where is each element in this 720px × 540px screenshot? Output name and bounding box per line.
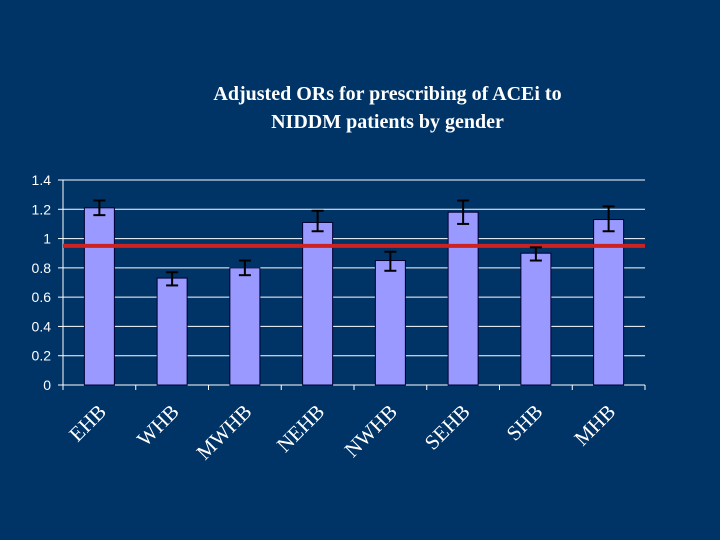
y-tick-label: 0.4 <box>32 318 52 334</box>
y-tick-label: 1.4 <box>32 172 52 188</box>
bar-mwhb <box>229 267 261 386</box>
bar-nehb <box>302 221 334 386</box>
x-category-label: NWHB <box>340 400 402 462</box>
x-category-label: SHB <box>502 400 548 446</box>
x-category-label: MWHB <box>192 400 257 465</box>
y-tick-label: 1 <box>43 231 51 247</box>
chart-title-line-1: Adjusted ORs for prescribing of ACEi to <box>213 83 562 105</box>
bar-nwhb <box>374 260 406 386</box>
x-category-label: WHB <box>132 400 184 452</box>
bar-whb <box>156 277 188 386</box>
bar-shb <box>520 252 552 386</box>
chart-title-line-2: NIDDM patients by gender <box>271 111 504 133</box>
x-category-label: MHB <box>569 400 620 451</box>
y-tick-label: 0.8 <box>32 260 52 276</box>
x-category-label: EHB <box>64 400 111 447</box>
y-tick-label: 0 <box>43 377 51 393</box>
y-tick-label: 0.2 <box>32 348 52 364</box>
x-category-label: SEHB <box>420 400 475 455</box>
x-category-label: NEHB <box>272 400 329 457</box>
chart-title: Adjusted ORs for prescribing of ACEi to … <box>0 80 720 136</box>
y-tick-label: 0.6 <box>32 289 52 305</box>
bar-sehb <box>447 211 479 386</box>
y-tick-label: 1.2 <box>32 201 52 217</box>
bar-ehb <box>83 207 115 386</box>
